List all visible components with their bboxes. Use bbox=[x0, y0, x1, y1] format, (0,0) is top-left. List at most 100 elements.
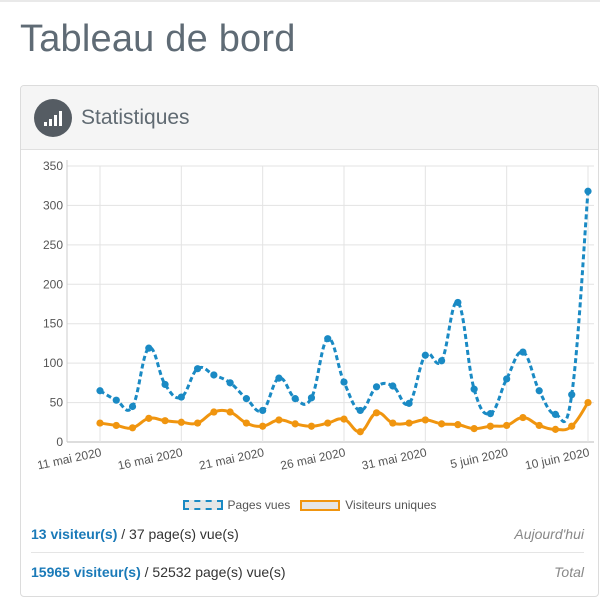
data-point-visiteurs-uniques bbox=[356, 428, 364, 436]
data-point-pages-vues bbox=[568, 391, 576, 399]
data-point-pages-vues bbox=[470, 385, 478, 393]
data-point-visiteurs-uniques bbox=[291, 420, 299, 428]
today-pages-text: / 37 page(s) vue(s) bbox=[117, 526, 239, 542]
data-point-visiteurs-uniques bbox=[210, 408, 218, 416]
data-point-pages-vues bbox=[372, 383, 381, 391]
data-point-visiteurs-uniques bbox=[535, 421, 543, 430]
data-point-pages-vues bbox=[486, 410, 494, 418]
stats-total-row: 15965 visiteur(s) / 52532 page(s) vue(s)… bbox=[31, 561, 584, 583]
y-tick-label: 50 bbox=[50, 396, 64, 410]
data-point-visiteurs-uniques bbox=[503, 421, 511, 430]
y-tick-label: 300 bbox=[43, 198, 63, 212]
x-tick-label: 16 mai 2020 bbox=[116, 445, 184, 472]
data-point-visiteurs-uniques bbox=[438, 420, 446, 428]
panel-title: Statistiques bbox=[81, 105, 190, 129]
y-tick-label: 0 bbox=[56, 435, 63, 449]
y-tick-label: 150 bbox=[43, 317, 63, 331]
legend-swatch-pages bbox=[182, 500, 223, 510]
data-point-visiteurs-uniques bbox=[259, 422, 267, 430]
x-tick-label: 10 juin 2020 bbox=[524, 445, 591, 472]
data-point-pages-vues bbox=[307, 394, 316, 402]
data-point-pages-vues bbox=[275, 374, 283, 382]
legend-label-pages: Pages vues bbox=[227, 498, 291, 512]
data-point-pages-vues bbox=[210, 371, 218, 379]
data-point-visiteurs-uniques bbox=[226, 408, 234, 416]
data-point-visiteurs-uniques bbox=[568, 422, 576, 430]
data-point-pages-vues bbox=[291, 395, 299, 403]
data-point-pages-vues bbox=[405, 399, 413, 407]
chart-legend: Pages vues Visiteurs uniques bbox=[21, 498, 598, 512]
data-point-pages-vues bbox=[145, 344, 153, 352]
x-tick-label: 5 juin 2020 bbox=[449, 445, 510, 471]
data-point-visiteurs-uniques bbox=[307, 422, 316, 430]
data-point-visiteurs-uniques bbox=[275, 416, 283, 424]
data-point-pages-vues bbox=[438, 357, 446, 365]
data-point-visiteurs-uniques bbox=[519, 413, 527, 422]
x-tick-label: 26 mai 2020 bbox=[279, 445, 347, 472]
data-point-pages-vues bbox=[112, 396, 120, 404]
data-point-visiteurs-uniques bbox=[112, 421, 120, 430]
data-point-visiteurs-uniques bbox=[194, 419, 202, 427]
line-chart: 0 50 100 150 200 250 300 350 11 mai 2020 16 mai 2… bbox=[21, 150, 598, 514]
data-point-visiteurs-uniques bbox=[372, 409, 381, 417]
data-point-pages-vues bbox=[177, 393, 185, 401]
legend-swatch-visitors bbox=[300, 499, 341, 511]
data-point-visiteurs-uniques bbox=[340, 415, 348, 423]
data-point-visiteurs-uniques bbox=[486, 422, 494, 430]
data-point-visiteurs-uniques bbox=[177, 418, 185, 426]
data-point-pages-vues bbox=[389, 382, 397, 390]
data-point-visiteurs-uniques bbox=[551, 425, 560, 433]
y-tick-label: 250 bbox=[43, 238, 63, 252]
data-point-pages-vues bbox=[96, 387, 104, 395]
data-point-pages-vues bbox=[324, 335, 332, 343]
data-point-visiteurs-uniques bbox=[161, 417, 169, 425]
data-point-pages-vues bbox=[535, 387, 543, 395]
data-point-visiteurs-uniques bbox=[96, 419, 104, 427]
data-point-pages-vues bbox=[519, 348, 527, 356]
data-point-pages-vues bbox=[584, 187, 592, 195]
legend-item-visitors[interactable]: Visiteurs uniques bbox=[300, 498, 436, 512]
data-point-pages-vues bbox=[242, 395, 250, 403]
data-point-pages-vues bbox=[356, 406, 364, 415]
data-point-pages-vues bbox=[128, 402, 137, 411]
page-title: Tableau de bord bbox=[20, 18, 296, 60]
data-point-pages-vues bbox=[421, 351, 429, 359]
data-point-visiteurs-uniques bbox=[584, 398, 592, 407]
y-tick-label: 100 bbox=[43, 356, 63, 370]
data-point-visiteurs-uniques bbox=[145, 414, 153, 422]
data-point-visiteurs-uniques bbox=[421, 416, 429, 424]
data-point-visiteurs-uniques bbox=[405, 419, 413, 427]
total-pages-text: / 52532 page(s) vue(s) bbox=[140, 564, 286, 580]
y-tick-label: 200 bbox=[43, 277, 63, 291]
statistics-panel: Statistiques 0 50 100 150 200 250 300 350 11 mai… bbox=[20, 85, 599, 597]
data-point-pages-vues bbox=[551, 410, 560, 418]
data-point-visiteurs-uniques bbox=[128, 424, 137, 432]
stats-today-row: 13 visiteur(s) / 37 page(s) vue(s) Aujou… bbox=[31, 523, 584, 545]
data-point-visiteurs-uniques bbox=[470, 424, 478, 433]
data-point-visiteurs-uniques bbox=[389, 419, 397, 427]
total-visitors-link[interactable]: 15965 visiteur(s) bbox=[31, 564, 141, 580]
chart-svg: 0 50 100 150 200 250 300 350 11 mai 2020 16 mai 2… bbox=[36, 159, 594, 473]
x-tick-label: 21 mai 2020 bbox=[198, 445, 266, 472]
panel-header: Statistiques bbox=[21, 86, 598, 150]
data-point-visiteurs-uniques bbox=[454, 421, 462, 429]
data-point-visiteurs-uniques bbox=[324, 419, 332, 427]
today-period-label: Aujourd'hui bbox=[514, 526, 584, 542]
today-visitors-link[interactable]: 13 visiteur(s) bbox=[31, 526, 118, 542]
total-period-label: Total bbox=[554, 564, 584, 580]
signal-bars-icon bbox=[34, 98, 72, 137]
legend-item-pages[interactable]: Pages vues bbox=[182, 498, 291, 512]
data-point-pages-vues bbox=[194, 365, 202, 373]
data-point-pages-vues bbox=[340, 378, 348, 386]
data-point-pages-vues bbox=[259, 406, 267, 415]
data-point-pages-vues bbox=[226, 379, 234, 387]
legend-label-visitors: Visiteurs uniques bbox=[345, 498, 437, 512]
x-tick-label: 11 mai 2020 bbox=[36, 445, 103, 472]
top-divider bbox=[0, 0, 600, 2]
x-tick-label: 31 mai 2020 bbox=[360, 445, 428, 472]
y-tick-label: 350 bbox=[43, 159, 63, 173]
data-point-pages-vues bbox=[161, 380, 169, 389]
data-point-pages-vues bbox=[454, 298, 462, 307]
data-point-pages-vues bbox=[503, 375, 511, 383]
stats-divider bbox=[31, 552, 584, 553]
